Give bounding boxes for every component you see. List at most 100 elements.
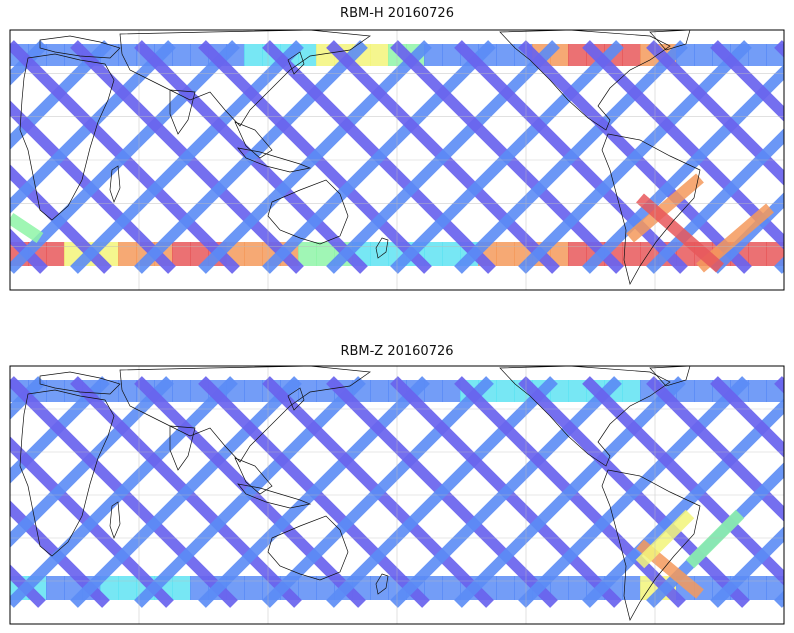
swath-track [710, 376, 784, 458]
band-cell [622, 44, 641, 66]
coastline-australia [267, 515, 349, 581]
band-cell [622, 242, 641, 266]
gridlines [10, 366, 784, 624]
swath-track [198, 40, 432, 274]
band-cell [244, 380, 263, 402]
band-cell [316, 242, 335, 266]
swath-track [710, 526, 784, 608]
band-cell [568, 44, 587, 66]
gridlines [10, 30, 784, 290]
band-cell [244, 576, 263, 600]
coastline-japan [287, 387, 305, 411]
band-cell [46, 44, 65, 66]
band-cell [748, 242, 767, 266]
coastline-indonesia [237, 147, 312, 173]
swath-track [10, 376, 110, 484]
band-cell [496, 242, 515, 266]
coastline-greenland [649, 366, 691, 387]
band-cell [118, 380, 137, 402]
swath-track [454, 40, 688, 274]
coastline-australia [267, 179, 349, 245]
coastline-japan [287, 51, 305, 75]
swath-track [198, 376, 430, 608]
band-cell [622, 380, 641, 402]
swath-track [646, 462, 784, 608]
swath-track [10, 164, 112, 274]
band-cell [100, 576, 119, 600]
swath-track [454, 376, 686, 608]
highlight-tracks [635, 509, 745, 599]
band-cell [496, 380, 515, 402]
coastline-namerica [499, 366, 671, 467]
band-cell [550, 242, 569, 266]
swath-track [10, 40, 112, 150]
band-cell [550, 576, 569, 600]
swath-track [262, 376, 494, 608]
map-frame [9, 365, 785, 625]
swath-track [390, 376, 622, 608]
band-cell [622, 576, 641, 600]
band-cell [316, 576, 335, 600]
swath-track [10, 500, 110, 608]
swath-track [70, 376, 302, 608]
swath-track [326, 40, 560, 274]
highlight-tracks [10, 173, 774, 273]
coastline-madagascar [109, 165, 121, 203]
band-cell [568, 380, 587, 402]
swath-track [10, 376, 174, 548]
coastline-europe [39, 35, 121, 59]
band-cell [118, 576, 137, 600]
band-cell [46, 380, 65, 402]
swath-track [134, 40, 368, 274]
coastline-africa [19, 389, 115, 557]
swath-track [582, 64, 784, 274]
band-cell [298, 242, 317, 266]
swath-lattice [10, 376, 784, 608]
coastline-india [169, 425, 196, 471]
map-frame [9, 29, 785, 291]
coastline-madagascar [109, 501, 121, 539]
band-cell [172, 576, 191, 600]
band-cell [424, 576, 443, 600]
band-cell [694, 380, 713, 402]
coastline-asia [119, 366, 371, 463]
coastline-india [169, 89, 196, 135]
swath-track [326, 376, 558, 608]
swath-track [710, 40, 784, 122]
band-cell [424, 242, 443, 266]
band-cell [244, 242, 263, 266]
coastline-samerica [601, 133, 701, 285]
band-cell [46, 242, 65, 266]
band-cell [442, 242, 461, 266]
swath-track [518, 376, 750, 608]
map-panel-rbm-z [9, 365, 785, 625]
swath-track [710, 192, 784, 274]
swath-track [70, 40, 304, 274]
band-cell [298, 576, 317, 600]
swath-track [582, 398, 784, 608]
map-panel-rbm-h [9, 29, 785, 291]
band-cell [766, 242, 784, 266]
coastline-asia [119, 30, 371, 127]
swath-lattice [10, 40, 784, 274]
band-cell [766, 576, 784, 600]
band-cell [748, 44, 767, 66]
band-cell [370, 380, 389, 402]
band-cell [748, 576, 767, 600]
coastline-africa [19, 53, 115, 221]
band-cell [568, 576, 587, 600]
swath-track [10, 40, 240, 274]
band-cell [748, 380, 767, 402]
coastline-samerica [601, 469, 701, 621]
swath-track [10, 564, 46, 608]
coastline-indonesia [237, 483, 312, 509]
band-cell [694, 44, 713, 66]
band-cell [172, 380, 191, 402]
band-cell [46, 576, 65, 600]
swath-track [10, 40, 176, 214]
band-cell [424, 380, 443, 402]
band-cell [496, 44, 515, 66]
swath-track [134, 376, 366, 608]
swath-track [518, 40, 752, 274]
coastlines [19, 366, 701, 621]
